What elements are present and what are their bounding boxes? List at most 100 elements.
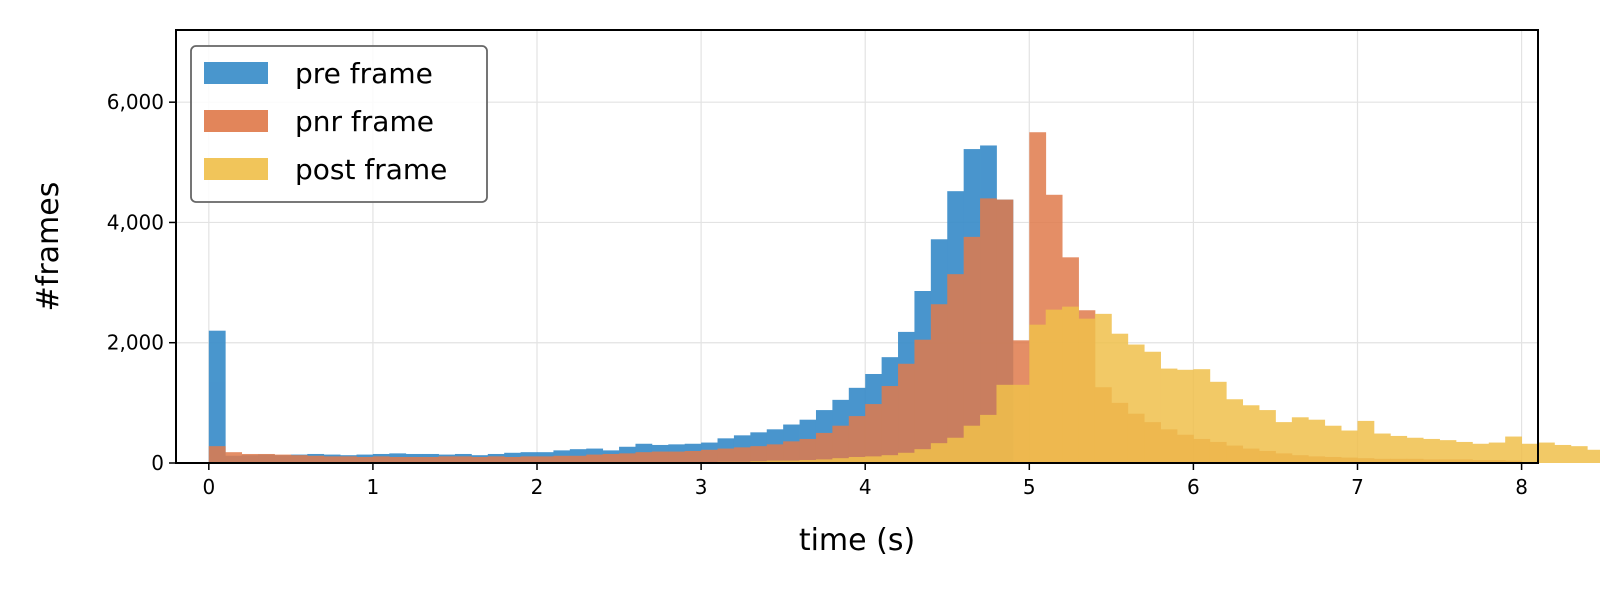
histogram-bar <box>1587 449 1600 463</box>
histogram-bar <box>602 453 620 463</box>
histogram-bar <box>1521 443 1539 463</box>
histogram-bar <box>651 451 669 463</box>
histogram-bar <box>504 456 522 463</box>
histogram-bar <box>1505 436 1522 463</box>
histogram-bar <box>258 453 275 463</box>
y-tick-label: 6,000 <box>107 90 164 114</box>
histogram-bar <box>930 304 948 463</box>
histogram-bar <box>766 444 784 463</box>
legend-swatch <box>204 158 268 180</box>
histogram-bar <box>848 456 866 463</box>
histogram-bar <box>1045 309 1063 463</box>
histogram-bar <box>766 460 784 463</box>
legend-label: pnr frame <box>295 105 434 138</box>
histogram-bar <box>1193 369 1211 463</box>
legend: pre frame pnr frame post frame <box>190 45 488 203</box>
histogram-bar <box>323 456 341 463</box>
series-post-frame <box>717 306 1600 463</box>
histogram-bar <box>1259 410 1276 463</box>
histogram-bar <box>635 452 653 463</box>
histogram-bar <box>815 432 833 463</box>
histogram-bar <box>717 448 735 463</box>
x-tick-label: 8 <box>1515 475 1528 499</box>
x-tick-label: 5 <box>1023 475 1036 499</box>
histogram-bar <box>1423 438 1440 463</box>
histogram-bar <box>947 437 965 463</box>
histogram-bar <box>208 330 226 463</box>
histogram-bar <box>1472 443 1490 463</box>
histogram-bar <box>963 425 981 463</box>
histogram-bar <box>553 455 571 463</box>
legend-swatch <box>204 62 268 84</box>
histogram-bar <box>1078 318 1096 463</box>
histogram-bar <box>1324 425 1342 463</box>
histogram-bar <box>881 455 899 463</box>
histogram-bar <box>783 441 800 463</box>
legend-label: pre frame <box>295 57 433 90</box>
histogram-bar <box>1144 351 1161 463</box>
legend-label: post frame <box>295 153 447 186</box>
histogram-bar <box>569 455 587 463</box>
histogram-bar <box>1308 419 1326 463</box>
histogram-bar <box>1209 381 1227 463</box>
histogram-bar <box>619 453 636 463</box>
x-tick-label: 0 <box>202 475 215 499</box>
plot-frame <box>175 29 1539 464</box>
histogram-bar <box>405 456 423 463</box>
histogram-bar <box>422 456 439 463</box>
histogram-bar <box>881 386 899 463</box>
histogram-bar <box>1406 437 1424 463</box>
histogram-bar <box>586 454 604 463</box>
histogram-bar <box>1341 430 1358 463</box>
histogram-bar <box>848 416 866 463</box>
y-tick-label: 2,000 <box>107 331 164 355</box>
histogram-bar <box>947 274 965 463</box>
histogram-bar <box>537 456 554 463</box>
x-axis-label: time (s) <box>799 523 915 558</box>
histogram-bar <box>815 459 833 463</box>
histogram-bar <box>356 456 374 463</box>
histogram-bars <box>208 132 1600 463</box>
histogram-bar <box>733 447 751 463</box>
histogram-bar <box>668 451 686 463</box>
histogram-bar <box>241 453 259 463</box>
y-tick-label: 4,000 <box>107 210 164 234</box>
histogram-bar <box>865 404 883 463</box>
histogram-bar <box>898 452 915 463</box>
histogram-bar <box>1176 369 1194 463</box>
x-tick-label: 6 <box>1187 475 1200 499</box>
x-tick-label: 7 <box>1351 475 1364 499</box>
histogram-bar <box>930 443 948 463</box>
histogram-bar <box>1439 440 1457 463</box>
histogram-bar <box>1390 435 1408 463</box>
histogram-bar <box>372 456 390 463</box>
histogram-bar <box>1373 433 1391 463</box>
x-tick-label: 1 <box>367 475 380 499</box>
histogram-bar <box>963 236 981 463</box>
histogram-bar <box>914 449 932 463</box>
histogram-bar <box>520 456 538 463</box>
histogram-bar <box>487 456 505 463</box>
histogram-bar <box>1291 417 1309 463</box>
histogram-bar <box>980 198 997 463</box>
histogram-bar <box>750 446 768 463</box>
histogram-bar <box>1357 420 1375 463</box>
histogram-bar <box>1111 333 1129 463</box>
x-tick-label: 4 <box>859 475 872 499</box>
histogram-bar <box>454 456 472 463</box>
histogram-bar <box>832 425 850 463</box>
histogram-bar <box>340 456 357 463</box>
y-tick-label: 0 <box>151 451 164 475</box>
histogram-bar <box>307 455 325 463</box>
histogram-bar <box>1554 444 1572 463</box>
histogram-bar <box>1226 399 1244 463</box>
x-tick-label: 2 <box>531 475 544 499</box>
histogram-bar <box>898 363 915 463</box>
histogram-bar <box>980 414 997 463</box>
histogram-bar <box>914 339 932 463</box>
histogram-bar <box>1062 306 1079 463</box>
histogram-bar <box>1127 344 1145 463</box>
histogram-bar <box>1029 324 1047 463</box>
axis-ticks: 0 1 2 3 4 5 6 7 8 0 2,000 4,000 6,000 <box>107 90 1528 499</box>
y-axis-label: #frames <box>31 182 66 312</box>
